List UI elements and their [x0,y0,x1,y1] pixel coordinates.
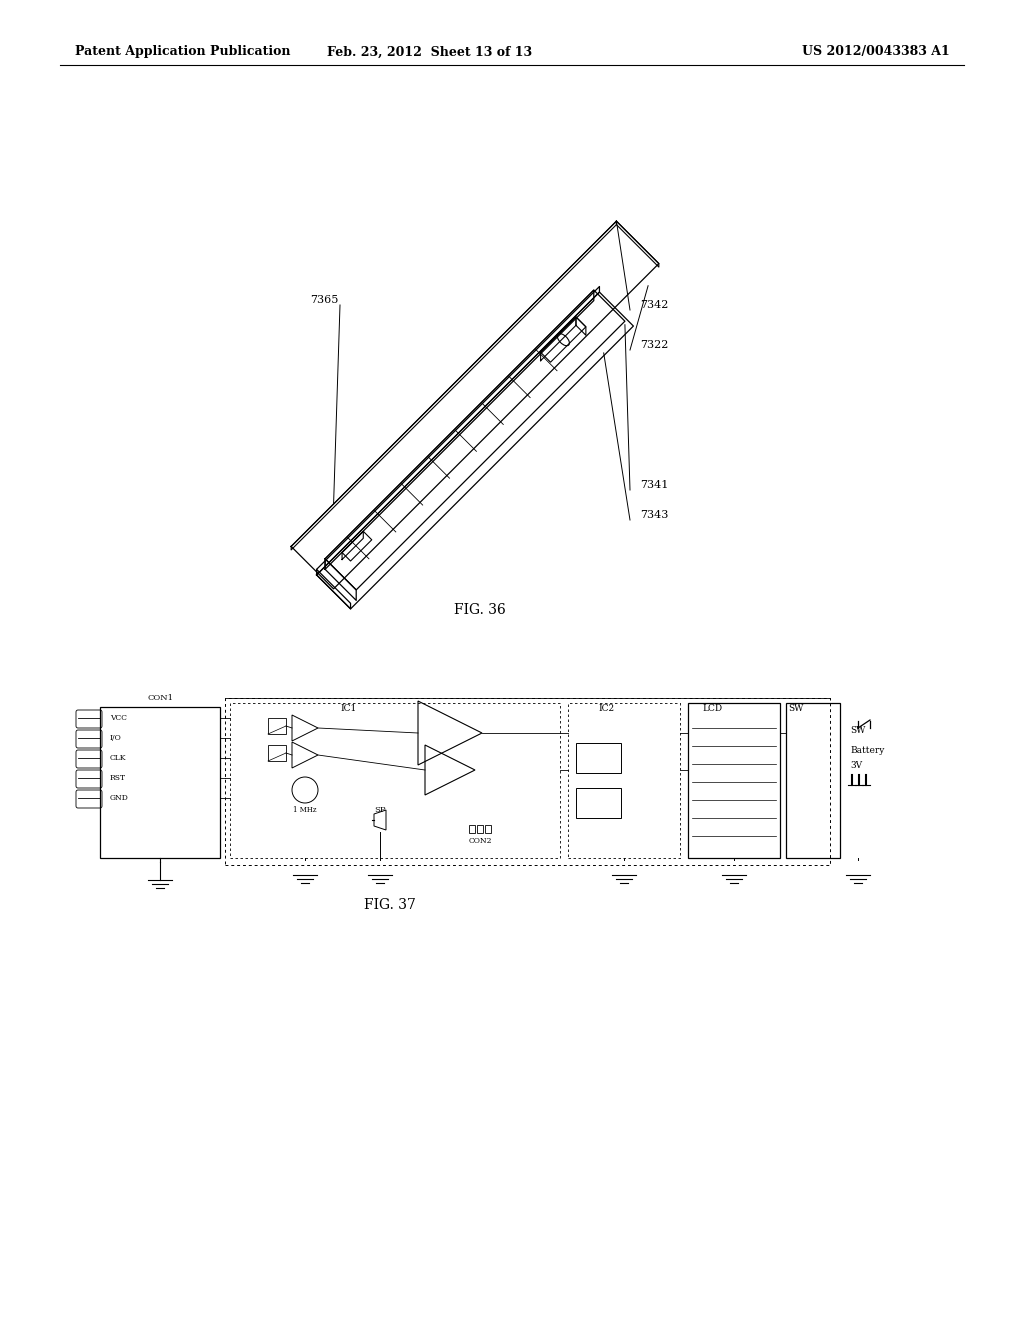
Text: FIG. 36: FIG. 36 [454,603,506,616]
Text: Feb. 23, 2012  Sheet 13 of 13: Feb. 23, 2012 Sheet 13 of 13 [328,45,532,58]
Bar [469,825,475,833]
Text: CON2: CON2 [468,837,492,845]
Text: CON1: CON1 [147,694,173,702]
Bar [230,704,560,858]
Text: SW: SW [788,704,804,713]
Bar [477,825,483,833]
Text: 7322: 7322 [640,341,669,350]
Text: I/O: I/O [110,734,122,742]
Bar [100,708,220,858]
Text: FIG. 37: FIG. 37 [365,898,416,912]
Text: IC1: IC1 [340,704,356,713]
Text: US 2012/0043383 A1: US 2012/0043383 A1 [802,45,950,58]
Text: 7343: 7343 [640,510,669,520]
Text: SP: SP [374,807,386,814]
Text: 3V: 3V [850,762,862,770]
Bar [268,718,286,734]
Bar [568,704,680,858]
Text: SW: SW [850,726,865,735]
Text: VCC: VCC [110,714,127,722]
Bar [575,788,621,818]
Bar [575,743,621,774]
Text: LCD: LCD [702,704,723,713]
Bar [225,698,830,865]
Bar [268,744,286,762]
Text: CLK: CLK [110,754,127,762]
Text: Battery: Battery [850,746,885,755]
Text: 7341: 7341 [640,480,669,490]
Text: 1 MHz: 1 MHz [293,807,316,814]
Text: 7342: 7342 [640,300,669,310]
Bar [485,825,490,833]
Text: 7365: 7365 [310,294,338,305]
Bar [786,704,840,858]
Bar [688,704,780,858]
Text: IC2: IC2 [598,704,614,713]
Text: GND: GND [110,795,129,803]
Text: RST: RST [110,774,126,781]
Text: Patent Application Publication: Patent Application Publication [75,45,291,58]
